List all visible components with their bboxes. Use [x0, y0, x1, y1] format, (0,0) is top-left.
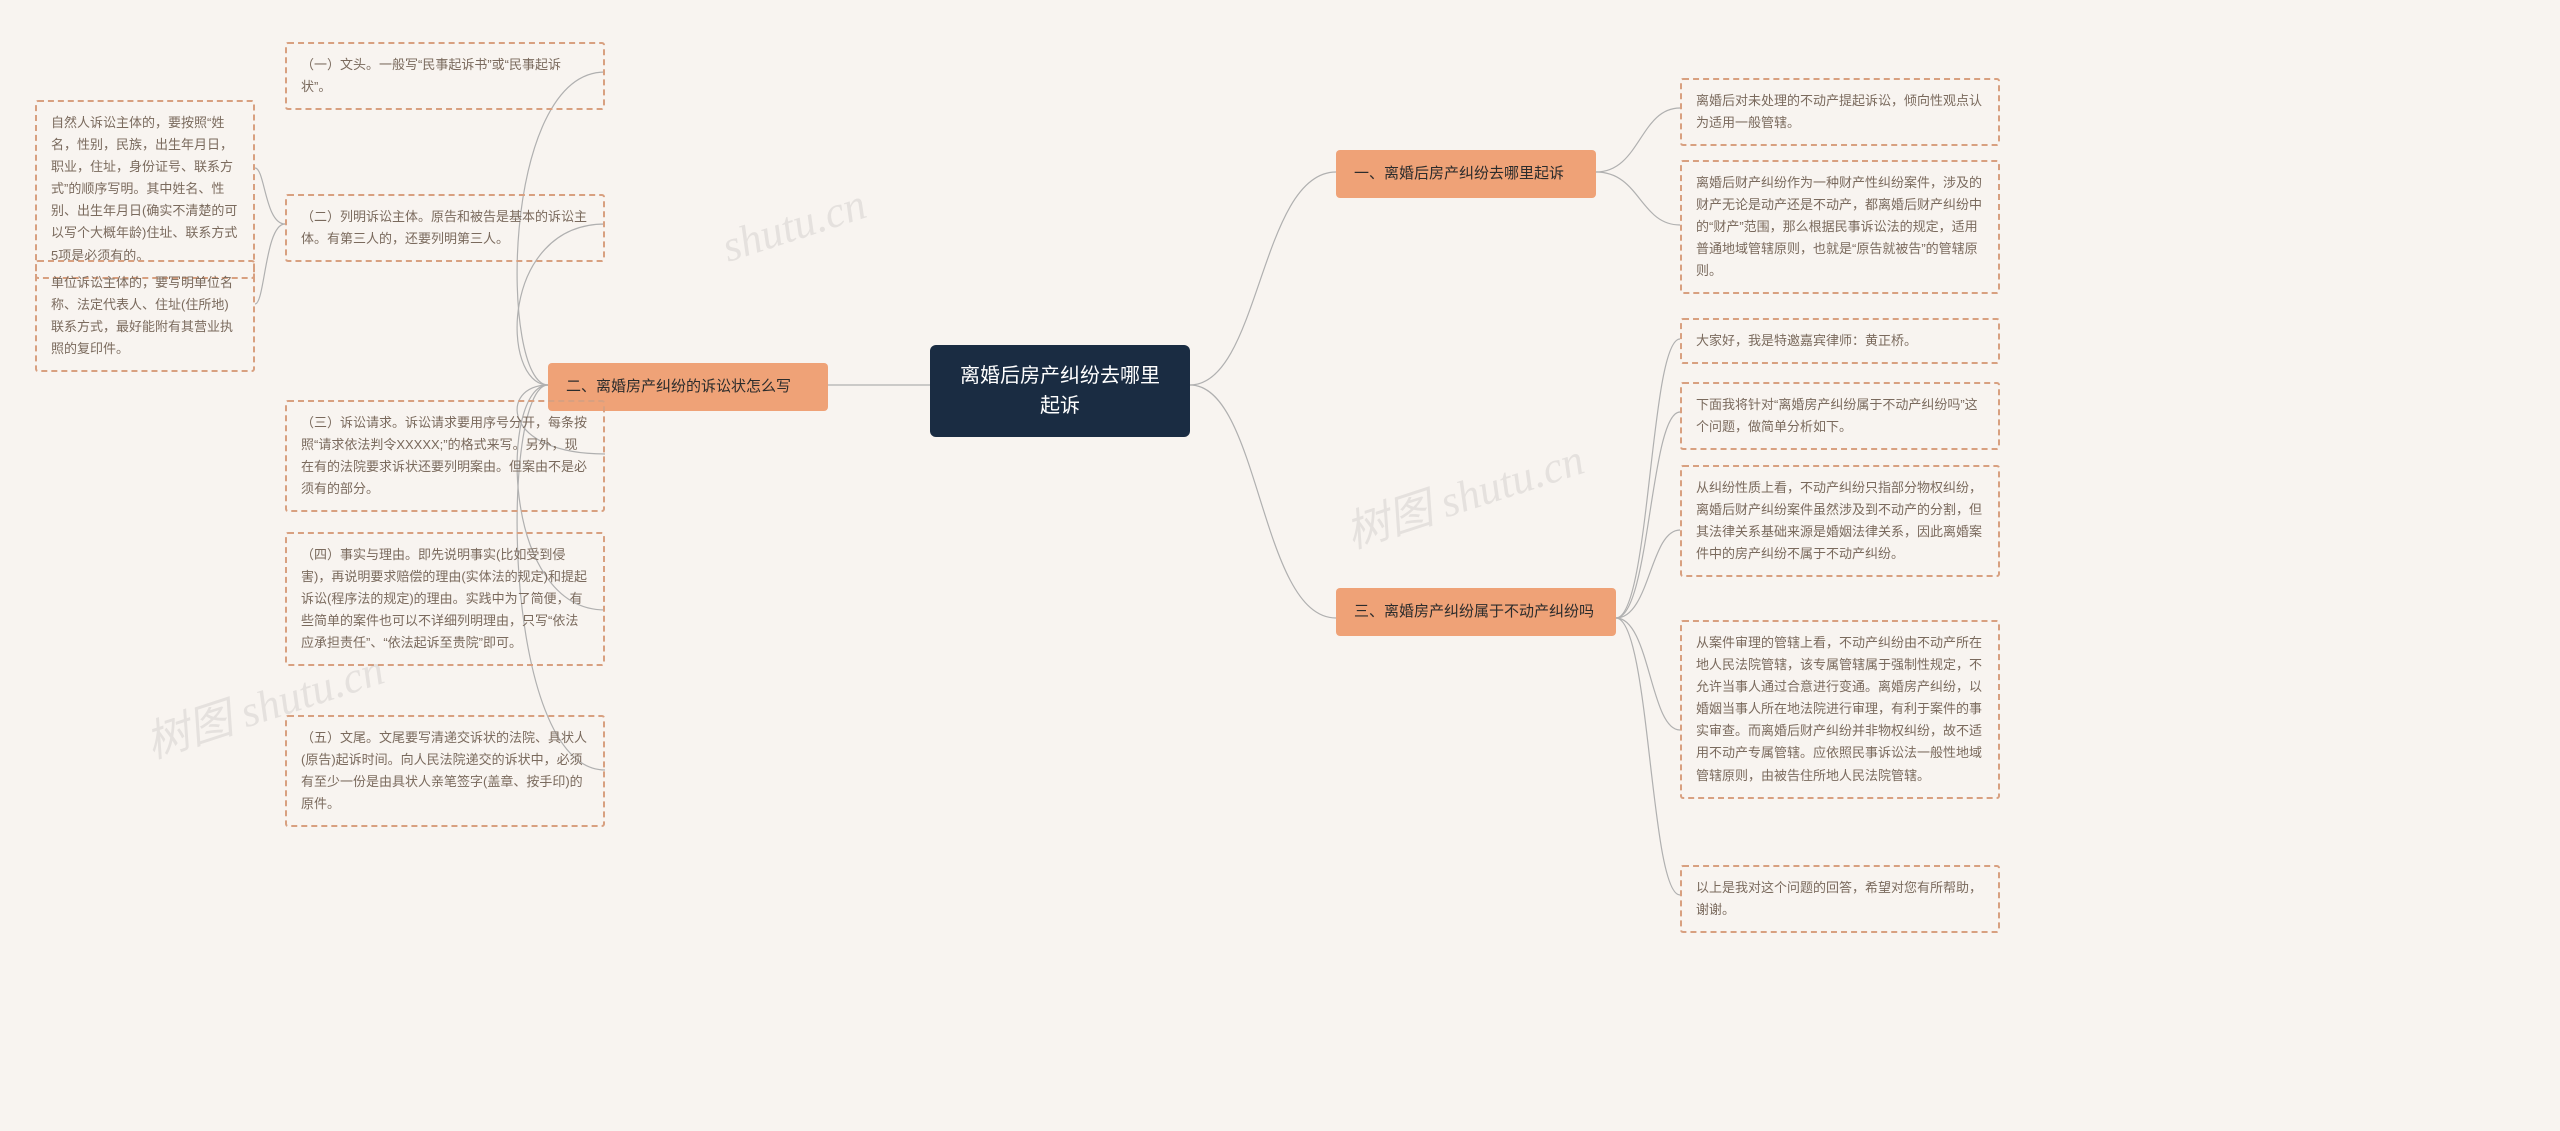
leaf-b2-1[interactable]: （一）文头。一般写“民事起诉书”或“民事起诉状”。	[285, 42, 605, 110]
leaf-b3-5[interactable]: 以上是我对这个问题的回答，希望对您有所帮助，谢谢。	[1680, 865, 2000, 933]
leaf-b2-5[interactable]: （五）文尾。文尾要写清递交诉状的法院、具状人(原告)起诉时间。向人民法院递交的诉…	[285, 715, 605, 827]
branch-1[interactable]: 一、离婚后房产纠纷去哪里起诉	[1336, 150, 1596, 198]
leaf-b2-2-sub2[interactable]: 单位诉讼主体的，要写明单位名称、法定代表人、住址(住所地)联系方式，最好能附有其…	[35, 260, 255, 372]
leaf-b3-1[interactable]: 大家好，我是特邀嘉宾律师：黄正桥。	[1680, 318, 2000, 364]
watermark-2: shutu.cn	[716, 178, 872, 272]
leaf-b3-3[interactable]: 从纠纷性质上看，不动产纠纷只指部分物权纠纷，离婚后财产纠纷案件虽然涉及到不动产的…	[1680, 465, 2000, 577]
leaf-b2-2-sub1[interactable]: 自然人诉讼主体的，要按照“姓名，性别，民族，出生年月日，职业，住址，身份证号、联…	[35, 100, 255, 279]
watermark-3: 树图 shutu.cn	[1336, 423, 1591, 560]
leaf-b2-2[interactable]: （二）列明诉讼主体。原告和被告是基本的诉讼主体。有第三人的，还要列明第三人。	[285, 194, 605, 262]
leaf-b1-1[interactable]: 离婚后对未处理的不动产提起诉讼，倾向性观点认为适用一般管辖。	[1680, 78, 2000, 146]
leaf-b1-2[interactable]: 离婚后财产纠纷作为一种财产性纠纷案件，涉及的财产无论是动产还是不动产，都离婚后财…	[1680, 160, 2000, 294]
leaf-b3-4[interactable]: 从案件审理的管辖上看，不动产纠纷由不动产所在地人民法院管辖，该专属管辖属于强制性…	[1680, 620, 2000, 799]
branch-3[interactable]: 三、离婚房产纠纷属于不动产纠纷吗	[1336, 588, 1616, 636]
leaf-b2-3[interactable]: （三）诉讼请求。诉讼请求要用序号分开，每条按照“请求依法判令XXXXX;”的格式…	[285, 400, 605, 512]
central-node[interactable]: 离婚后房产纠纷去哪里起诉	[930, 345, 1190, 437]
leaf-b2-4[interactable]: （四）事实与理由。即先说明事实(比如受到侵害)，再说明要求赔偿的理由(实体法的规…	[285, 532, 605, 666]
leaf-b3-2[interactable]: 下面我将针对“离婚房产纠纷属于不动产纠纷吗”这个问题，做简单分析如下。	[1680, 382, 2000, 450]
